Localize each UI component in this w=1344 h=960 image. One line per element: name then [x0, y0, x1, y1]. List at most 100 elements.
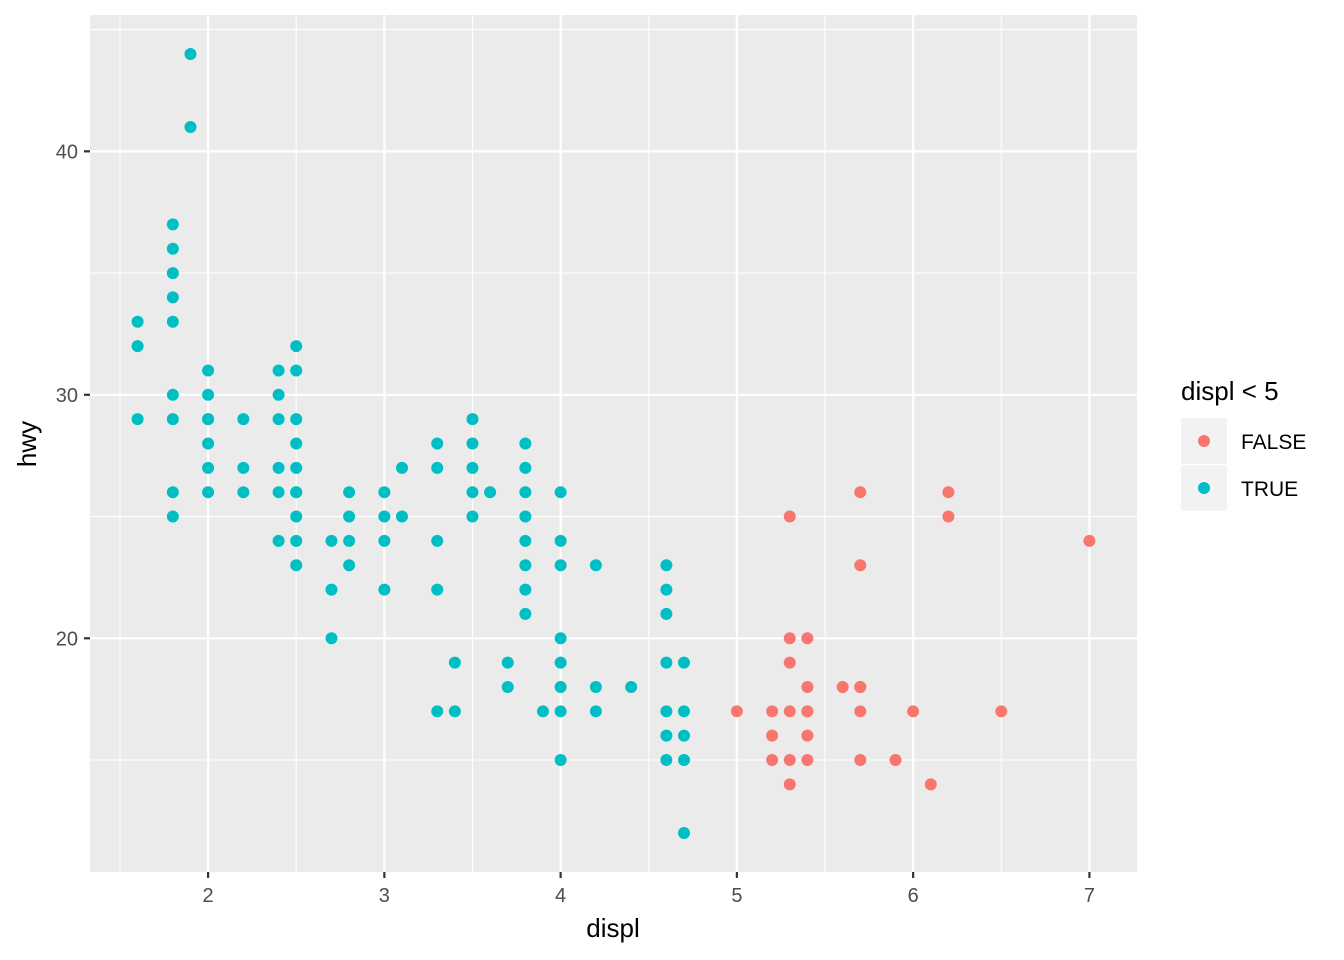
data-point-true — [519, 437, 532, 450]
data-point-true — [395, 510, 408, 523]
data-point-true — [272, 486, 285, 499]
data-point-true — [290, 413, 303, 426]
data-point-true — [202, 461, 215, 474]
data-point-true — [395, 461, 408, 474]
data-point-true — [378, 534, 391, 547]
data-point-false — [766, 705, 779, 718]
data-point-false — [783, 510, 796, 523]
data-point-true — [325, 534, 338, 547]
data-point-true — [519, 559, 532, 572]
data-point-false — [766, 754, 779, 767]
data-point-true — [378, 510, 391, 523]
data-point-true — [678, 754, 691, 767]
data-point-true — [166, 315, 179, 328]
data-point-false — [995, 705, 1008, 718]
data-point-true — [466, 437, 479, 450]
data-point-false — [801, 632, 814, 645]
legend-title: displ < 5 — [1181, 376, 1279, 406]
data-point-true — [166, 486, 179, 499]
data-point-true — [325, 583, 338, 596]
data-point-true — [554, 656, 567, 669]
legend: displ < 5 FALSE TRUE — [1181, 376, 1306, 511]
data-point-true — [466, 413, 479, 426]
data-point-true — [501, 656, 514, 669]
data-point-true — [554, 559, 567, 572]
data-point-true — [678, 656, 691, 669]
data-point-true — [131, 413, 144, 426]
data-point-true — [166, 388, 179, 401]
data-point-true — [237, 413, 250, 426]
data-point-true — [501, 680, 514, 693]
x-tick-label: 2 — [203, 885, 214, 907]
data-point-true — [184, 47, 197, 60]
data-point-true — [431, 583, 444, 596]
x-tick-label: 3 — [379, 885, 390, 907]
data-point-true — [202, 413, 215, 426]
data-point-true — [519, 461, 532, 474]
data-point-false — [907, 705, 920, 718]
data-point-false — [854, 559, 867, 572]
data-point-true — [166, 291, 179, 304]
data-point-true — [554, 486, 567, 499]
data-point-true — [678, 705, 691, 718]
data-point-true — [448, 656, 461, 669]
data-point-true — [202, 388, 215, 401]
data-point-true — [431, 705, 444, 718]
data-point-true — [448, 705, 461, 718]
data-point-true — [131, 315, 144, 328]
data-point-false — [801, 680, 814, 693]
x-tick-label: 7 — [1084, 885, 1095, 907]
data-point-true — [343, 534, 356, 547]
data-point-false — [836, 680, 849, 693]
data-point-true — [272, 413, 285, 426]
data-point-true — [519, 534, 532, 547]
data-point-true — [466, 510, 479, 523]
data-point-false — [783, 632, 796, 645]
data-point-true — [272, 461, 285, 474]
data-point-true — [554, 534, 567, 547]
data-point-true — [554, 754, 567, 767]
data-point-true — [343, 510, 356, 523]
data-point-false — [854, 754, 867, 767]
data-point-true — [660, 607, 673, 620]
data-point-true — [202, 486, 215, 499]
data-point-false — [924, 778, 937, 791]
legend-label-false: FALSE — [1241, 431, 1306, 454]
plot-panel — [90, 15, 1137, 872]
x-axis: 2 3 4 5 6 7 — [203, 872, 1095, 907]
data-point-true — [166, 267, 179, 280]
data-point-true — [166, 242, 179, 255]
x-tick-label: 5 — [731, 885, 742, 907]
data-point-true — [272, 364, 285, 377]
data-point-true — [290, 340, 303, 353]
data-point-true — [431, 534, 444, 547]
data-point-false — [801, 705, 814, 718]
data-point-true — [589, 559, 602, 572]
y-tick-label: 30 — [56, 385, 78, 407]
data-point-true — [625, 680, 638, 693]
data-point-true — [290, 559, 303, 572]
data-point-true — [184, 120, 197, 133]
data-point-true — [536, 705, 549, 718]
data-point-true — [290, 486, 303, 499]
x-tick-label: 4 — [555, 885, 566, 907]
data-point-true — [484, 486, 497, 499]
y-tick-label: 20 — [56, 628, 78, 650]
data-point-true — [589, 705, 602, 718]
data-point-false — [1083, 534, 1096, 547]
data-point-true — [466, 486, 479, 499]
data-point-true — [660, 559, 673, 572]
data-point-true — [660, 656, 673, 669]
data-point-true — [290, 437, 303, 450]
data-point-false — [766, 729, 779, 742]
data-point-true — [290, 534, 303, 547]
data-point-true — [202, 364, 215, 377]
data-point-true — [131, 340, 144, 353]
data-point-true — [166, 413, 179, 426]
data-point-true — [660, 754, 673, 767]
data-point-true — [660, 583, 673, 596]
data-point-false — [854, 486, 867, 499]
legend-marker-true — [1198, 482, 1210, 494]
data-point-true — [519, 510, 532, 523]
data-point-false — [854, 680, 867, 693]
